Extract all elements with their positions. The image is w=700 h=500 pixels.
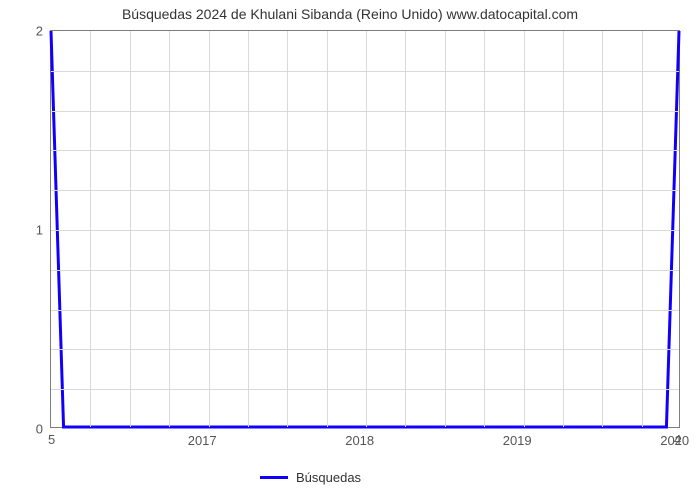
gridline-vertical	[602, 31, 603, 427]
y-tick-label: 2	[36, 24, 51, 39]
gridline-vertical	[524, 31, 525, 427]
series-line	[51, 31, 679, 427]
gridline-horizontal	[51, 389, 679, 390]
gridline-horizontal	[51, 349, 679, 350]
gridline-horizontal	[51, 150, 679, 151]
legend-swatch	[260, 476, 288, 479]
legend: Búsquedas	[260, 470, 361, 485]
x-tick-label: 2018	[345, 427, 374, 448]
x-tick-label: 2017	[188, 427, 217, 448]
gridline-vertical	[327, 31, 328, 427]
gridline-vertical	[90, 31, 91, 427]
gridline-horizontal	[51, 71, 679, 72]
y-tick-label: 1	[36, 223, 51, 238]
gridline-vertical	[169, 31, 170, 427]
gridline-vertical	[405, 31, 406, 427]
legend-label: Búsquedas	[296, 470, 361, 485]
gridline-horizontal	[51, 310, 679, 311]
gridline-vertical	[484, 31, 485, 427]
gridline-vertical	[130, 31, 131, 427]
gridline-horizontal	[51, 230, 679, 231]
gridline-vertical	[209, 31, 210, 427]
x-tick-label: 2019	[503, 427, 532, 448]
corner-label-bottom-right: 4	[674, 432, 681, 447]
gridline-horizontal	[51, 190, 679, 191]
gridline-vertical	[366, 31, 367, 427]
chart-container: Búsquedas 2024 de Khulani Sibanda (Reino…	[0, 0, 700, 500]
line-series	[51, 31, 679, 427]
gridline-vertical	[563, 31, 564, 427]
gridline-vertical	[445, 31, 446, 427]
plot-area: 2102017201820192020	[50, 30, 680, 428]
chart-title: Búsquedas 2024 de Khulani Sibanda (Reino…	[0, 6, 700, 22]
gridline-vertical	[642, 31, 643, 427]
gridline-vertical	[248, 31, 249, 427]
gridline-horizontal	[51, 270, 679, 271]
corner-label-bottom-left: 5	[48, 432, 55, 447]
gridline-vertical	[287, 31, 288, 427]
gridline-horizontal	[51, 111, 679, 112]
